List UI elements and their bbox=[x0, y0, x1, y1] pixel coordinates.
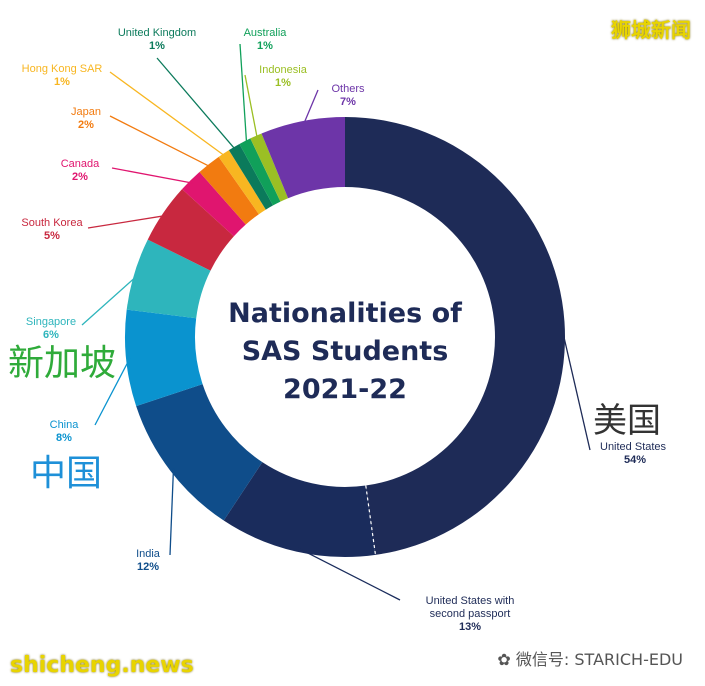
wechat-id: 微信号: STARICH-EDU bbox=[515, 650, 683, 669]
overlay-label-singapore-cn: 新加坡 bbox=[8, 343, 116, 384]
watermark-bottom-left: shicheng.news bbox=[10, 653, 194, 678]
chart-title-line-1: Nationalities of bbox=[228, 298, 462, 329]
slice-value-1: 13% bbox=[459, 621, 481, 633]
leader-line-9 bbox=[156, 57, 237, 151]
slice-india bbox=[136, 384, 263, 521]
chart-title-line-2: SAS Students bbox=[242, 336, 449, 367]
slice-value-10: 1% bbox=[257, 40, 273, 52]
slice-value-0: 54% bbox=[624, 454, 646, 466]
slice-value-7: 2% bbox=[78, 119, 94, 131]
leader-line-2 bbox=[169, 468, 175, 556]
slice-label-1-line-1: second passport bbox=[430, 608, 511, 620]
slice-label-1-line-0: United States with bbox=[426, 595, 515, 607]
slice-united-kingdom bbox=[228, 143, 274, 210]
slice-value-5: 5% bbox=[44, 230, 60, 242]
slice-value-3: 8% bbox=[56, 432, 72, 444]
leader-line-3 bbox=[94, 357, 131, 426]
leader-line-8 bbox=[109, 71, 227, 158]
wechat-icon: ✿ bbox=[497, 650, 516, 669]
slice-label-2-line-0: India bbox=[136, 548, 161, 560]
slice-value-9: 1% bbox=[149, 40, 165, 52]
slice-label-3-line-0: China bbox=[50, 419, 80, 431]
slice-label-12-line-0: Others bbox=[331, 83, 365, 95]
overlay-label-china-cn: 中国 bbox=[30, 453, 102, 494]
slice-value-6: 2% bbox=[72, 171, 88, 183]
slice-label-6-line-0: Canada bbox=[61, 158, 100, 170]
slice-singapore bbox=[126, 239, 211, 319]
leader-line-6 bbox=[111, 167, 194, 184]
leader-line-12 bbox=[302, 89, 319, 126]
chart-title-line-3: 2021-22 bbox=[283, 374, 407, 405]
slice-label-9-line-0: United Kingdom bbox=[118, 27, 196, 39]
leader-line-11 bbox=[244, 74, 259, 140]
leader-line-1 bbox=[297, 547, 401, 601]
slice-label-5-line-0: South Korea bbox=[21, 217, 83, 229]
slice-value-8: 1% bbox=[54, 76, 70, 88]
slice-value-2: 12% bbox=[137, 561, 159, 573]
slice-hong-kong-sar bbox=[218, 150, 266, 215]
slice-label-7-line-0: Japan bbox=[71, 106, 101, 118]
slice-united-states bbox=[345, 117, 565, 555]
leader-line-4 bbox=[81, 274, 139, 326]
watermark-wechat: ✿ 微信号: STARICH-EDU bbox=[497, 646, 683, 670]
slice-label-0-line-0: United States bbox=[600, 441, 667, 453]
slice-indonesia bbox=[250, 133, 289, 202]
leader-line-7 bbox=[109, 115, 212, 168]
slice-label-10-line-0: Australia bbox=[244, 27, 288, 39]
slice-china bbox=[124, 309, 203, 407]
slice-united-states-with-second-passport bbox=[223, 462, 376, 557]
slice-value-11: 1% bbox=[275, 77, 291, 89]
slice-value-4: 6% bbox=[43, 329, 59, 341]
slice-value-12: 7% bbox=[340, 96, 356, 108]
slice-label-11-line-0: Indonesia bbox=[259, 64, 308, 76]
slice-label-4-line-0: Singapore bbox=[26, 316, 76, 328]
slice-japan bbox=[199, 156, 259, 225]
slice-australia bbox=[239, 138, 281, 206]
leader-line-5 bbox=[87, 214, 167, 229]
leader-line-0 bbox=[559, 321, 591, 451]
watermark-top-right: 狮城新闻 bbox=[611, 18, 691, 42]
slice-south-korea bbox=[147, 189, 234, 271]
leader-line-10 bbox=[239, 43, 248, 145]
slice-canada bbox=[182, 172, 246, 237]
slice-others bbox=[261, 117, 345, 199]
slice-label-8-line-0: Hong Kong SAR bbox=[22, 63, 103, 75]
overlay-label-usa-cn: 美国 bbox=[593, 401, 661, 441]
